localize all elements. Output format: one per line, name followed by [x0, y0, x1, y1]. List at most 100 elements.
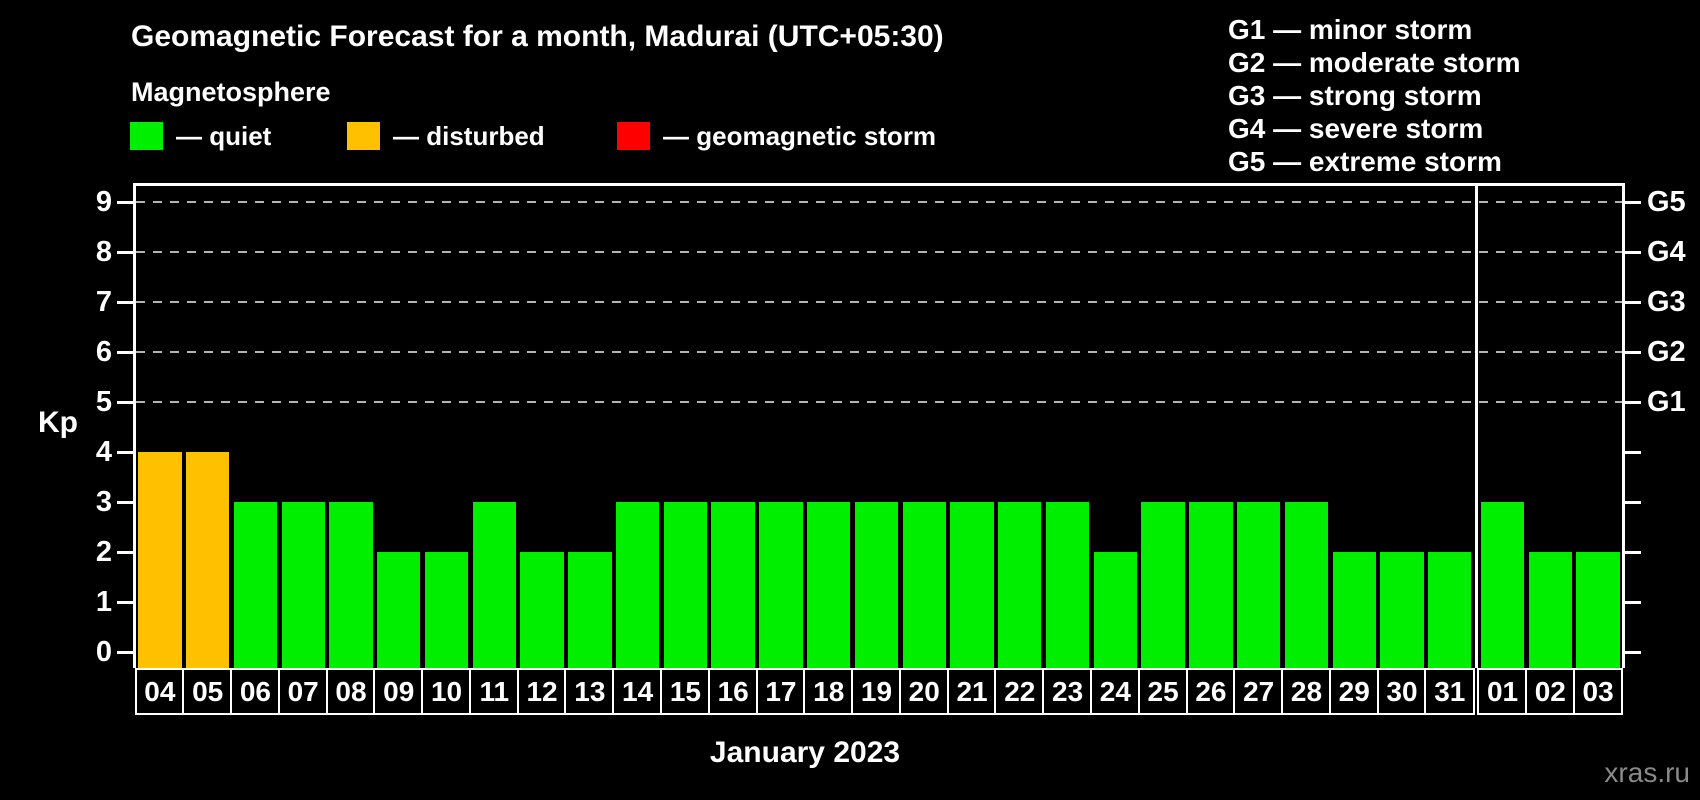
y-axis-label-2: 2 [95, 536, 112, 568]
chart-title: Geomagnetic Forecast for a month, Madura… [131, 20, 944, 53]
bar-day-05 [185, 452, 230, 668]
y-axis-tick-left-5 [117, 400, 133, 404]
x-axis-title: January 2023 [709, 736, 901, 769]
x-axis-day-label-09: 09 [373, 668, 425, 715]
y-axis-tick-left-9 [117, 200, 133, 204]
gridline-kp9 [136, 201, 1622, 203]
bar-day-09 [377, 552, 421, 668]
g-scale-legend: G1 — minor storm G2 — moderate storm G3 — … [1228, 13, 1521, 178]
right-axis-label-g5: G5 [1647, 186, 1686, 218]
x-axis-day-label-05: 05 [182, 668, 234, 715]
x-axis-day-label-01: 01 [1477, 668, 1528, 715]
bar-day-15 [663, 502, 708, 668]
x-axis-day-label-21: 21 [946, 668, 998, 715]
x-axis-day-label-26: 26 [1185, 668, 1237, 715]
x-axis-day-label-11: 11 [468, 668, 520, 715]
bar-day-07 [281, 502, 325, 668]
bar-day-06 [233, 502, 278, 668]
bar-day-08 [329, 502, 373, 668]
bar-day-11 [472, 502, 516, 668]
y-axis-tick-right-5 [1625, 400, 1641, 404]
y-axis-tick-left-3 [117, 500, 133, 504]
bar-day-28 [1284, 502, 1329, 668]
disturbed-color-swatch [347, 122, 380, 150]
g-legend-row-4: G4 — severe storm [1228, 113, 1484, 144]
y-axis-tick-right-3 [1625, 500, 1641, 504]
bar-day-21 [950, 502, 994, 668]
bar-day-23 [1045, 502, 1090, 668]
x-axis-day-label-20: 20 [898, 668, 950, 715]
gridline-kp6 [136, 351, 1622, 353]
y-axis-tick-right-0 [1625, 650, 1641, 654]
y-axis-tick-left-4 [117, 450, 133, 454]
right-axis-label-g1: G1 [1647, 386, 1686, 418]
gridline-kp8 [136, 251, 1622, 253]
y-axis-label-9: 9 [95, 186, 112, 218]
x-axis-day-label-25: 25 [1137, 668, 1189, 715]
month-separator-line [1474, 186, 1478, 668]
bar-day-17 [759, 502, 803, 668]
y-axis-tick-right-1 [1625, 600, 1641, 604]
x-axis-day-label-07: 07 [277, 668, 329, 715]
bar-day-10 [424, 552, 469, 668]
bar-day-13 [568, 552, 612, 668]
x-axis-day-label-19: 19 [851, 668, 902, 715]
y-axis-label-4: 4 [95, 436, 112, 468]
y-axis-tick-left-6 [117, 350, 133, 354]
right-axis-label-g3: G3 [1647, 286, 1686, 318]
y-axis-tick-right-2 [1625, 550, 1641, 554]
x-axis-day-label-04: 04 [134, 668, 186, 715]
g-legend-row-3: G3 — strong storm [1228, 80, 1482, 111]
bar-day-02 [1528, 552, 1572, 668]
x-axis-day-label-29: 29 [1328, 668, 1380, 715]
x-axis-day-label-22: 22 [994, 668, 1046, 715]
bar-day-24 [1093, 552, 1138, 668]
x-axis-day-label-08: 08 [325, 668, 377, 715]
legend-label-storm: — geomagnetic storm [663, 120, 937, 151]
bar-day-27 [1237, 502, 1281, 668]
x-axis-day-label-02: 02 [1524, 668, 1576, 715]
bar-day-31 [1428, 552, 1472, 668]
y-axis-label-7: 7 [95, 286, 112, 318]
plot-area-frame [133, 183, 1625, 668]
gridline-kp7 [136, 301, 1622, 303]
g-legend-row-2: G2 — moderate storm [1228, 47, 1521, 78]
gridline-kp5 [136, 401, 1622, 403]
legend-label-disturbed: — disturbed [393, 120, 545, 151]
bar-day-20 [902, 502, 946, 668]
y-axis-title: Kp [38, 406, 78, 439]
x-axis-day-label-12: 12 [516, 668, 568, 715]
bar-day-18 [807, 502, 851, 668]
right-axis-label-g2: G2 [1647, 336, 1686, 368]
x-axis-day-label-16: 16 [707, 668, 759, 715]
g-legend-row-5: G5 — extreme storm [1228, 146, 1502, 177]
legend-label-quiet: — quiet [176, 120, 272, 151]
y-axis-label-0: 0 [95, 636, 112, 668]
x-axis-day-label-13: 13 [564, 668, 616, 715]
y-axis-label-6: 6 [95, 336, 112, 368]
quiet-color-swatch [130, 122, 163, 150]
bar-day-30 [1380, 552, 1424, 668]
chart-subtitle: Magnetosphere [131, 77, 331, 107]
bar-day-12 [520, 552, 564, 668]
y-axis-label-1: 1 [95, 586, 112, 618]
x-axis-day-label-27: 27 [1233, 668, 1285, 715]
y-axis-tick-left-2 [117, 550, 133, 554]
y-axis-tick-left-1 [117, 600, 133, 604]
legend-item-quiet: — quiet [130, 121, 271, 151]
y-axis-tick-left-8 [117, 250, 133, 254]
x-axis-day-label-14: 14 [612, 668, 663, 715]
bar-day-25 [1141, 502, 1185, 668]
y-axis-tick-right-4 [1625, 450, 1641, 454]
y-axis-tick-right-9 [1625, 200, 1641, 204]
bar-day-03 [1576, 552, 1620, 668]
x-axis-day-label-17: 17 [755, 668, 807, 715]
x-axis-day-label-31: 31 [1424, 668, 1476, 715]
x-axis-day-label-28: 28 [1281, 668, 1332, 715]
x-axis-day-label-10: 10 [421, 668, 472, 715]
storm-color-swatch [617, 122, 650, 150]
x-axis-day-label-24: 24 [1089, 668, 1141, 715]
bar-day-26 [1189, 502, 1233, 668]
right-axis-label-g4: G4 [1647, 236, 1686, 268]
x-axis-day-label-30: 30 [1376, 668, 1428, 715]
